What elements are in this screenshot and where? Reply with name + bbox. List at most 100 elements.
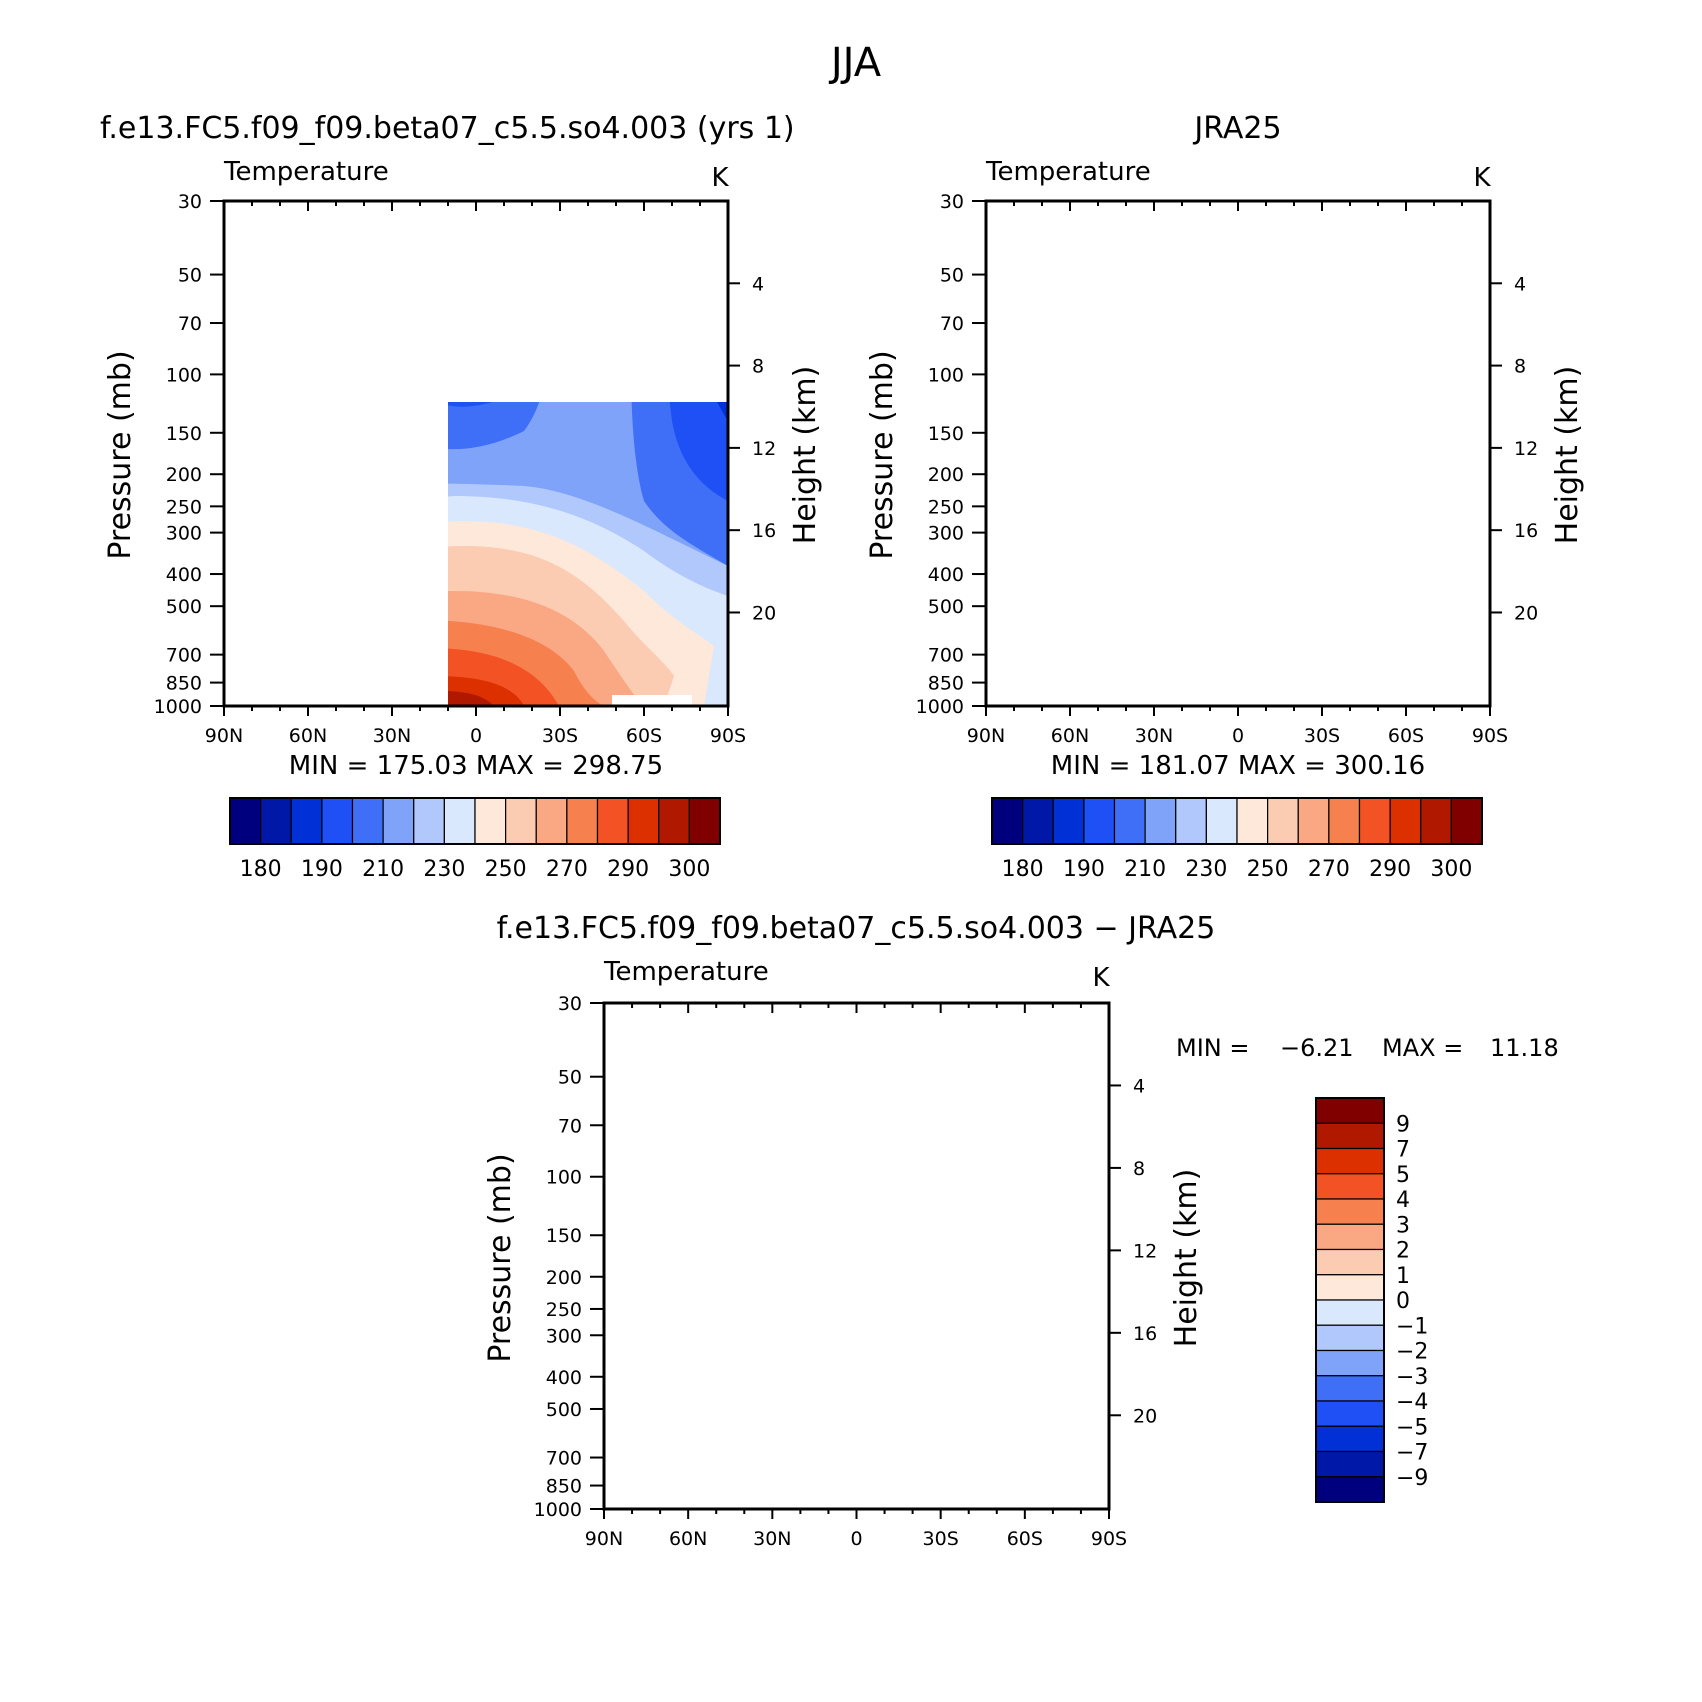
- diff-pos-upper: [604, 1003, 924, 1083]
- y-right-tick-label: 4: [1133, 1075, 1145, 1097]
- x-tick-label: 0: [1232, 725, 1244, 747]
- jra-band-200: [1172, 327, 1290, 388]
- colorbar-swatch: [1389, 797, 1422, 845]
- colorbar-swatch: [1315, 1198, 1385, 1225]
- panel-model-ylabel: Pressure (mb): [103, 350, 138, 559]
- y-tick-label: 300: [546, 1325, 582, 1347]
- diff-pos-surface-4: [1049, 1445, 1094, 1498]
- colorbar-label: 0: [1396, 1289, 1410, 1314]
- colorbar-swatch: [474, 797, 507, 845]
- colorbar-swatch: [1315, 1274, 1385, 1301]
- colorbar-swatch: [1358, 797, 1391, 845]
- diff-pos-60s-7: [1009, 1003, 1044, 1088]
- colorbar-swatch: [1315, 1147, 1385, 1175]
- colorbar-label: 9: [1396, 1112, 1410, 1137]
- colorbar-label: 190: [1063, 857, 1105, 882]
- diff-pos-left: [604, 1127, 727, 1253]
- y-tick-label: 500: [166, 596, 202, 618]
- diff-pos-1to2-a: [604, 1003, 654, 1028]
- y-right-tick-label: 8: [1514, 356, 1526, 378]
- y-tick-label: 250: [546, 1299, 582, 1321]
- panel-difference-title: f.e13.FC5.f09_f09.beta07_c5.5.so4.003 − …: [497, 911, 1216, 946]
- y-right-tick-label: 12: [1133, 1240, 1157, 1262]
- panel-model: f.e13.FC5.f09_f09.beta07_c5.5.so4.003 (y…: [100, 111, 823, 882]
- colorbar-swatch: [1315, 1122, 1385, 1150]
- colorbar-swatch: [505, 797, 537, 845]
- panel-reanalysis-units: K: [1473, 163, 1491, 193]
- x-tick-label: 90N: [205, 725, 243, 747]
- colorbar-swatch: [351, 797, 384, 845]
- diff-pos-surface-edge: [1094, 1403, 1109, 1509]
- panel-reanalysis-variable: Temperature: [985, 157, 1151, 187]
- y-tick-label: 30: [940, 191, 964, 213]
- colorbar-swatch: [1315, 1173, 1385, 1200]
- x-tick-label: 30N: [753, 1528, 791, 1550]
- y-tick-label: 70: [558, 1115, 582, 1137]
- y-tick-label: 30: [178, 191, 202, 213]
- colorbar-label: −5: [1396, 1415, 1428, 1440]
- x-tick-label: 30S: [923, 1528, 959, 1550]
- diff-neg-2-lower: [882, 1346, 977, 1435]
- diff-pos-left2: [604, 1328, 659, 1370]
- panel-difference-ylabel: Pressure (mb): [483, 1153, 518, 1362]
- colorbar-frame: [991, 797, 1483, 845]
- panel-model-title: f.e13.FC5.f09_f09.beta07_c5.5.so4.003 (y…: [100, 111, 795, 146]
- colorbar-swatch: [1315, 1248, 1385, 1276]
- colorbar-swatch: [413, 797, 445, 845]
- panel-difference-units: K: [1092, 963, 1110, 993]
- y-right-tick-label: 16: [752, 520, 776, 542]
- y-tick-label: 300: [166, 523, 202, 545]
- panel-difference-axes: 90N 60N 30N 0 30S 60S 90S 30 50 70 100 150 200 250 300…: [534, 993, 1158, 1550]
- colorbar-label: 210: [1124, 857, 1166, 882]
- x-tick-label: 60N: [289, 725, 327, 747]
- model-band-south-190: [717, 402, 728, 421]
- model-missing-surface: [612, 695, 692, 706]
- diff-neg-south-1: [1063, 1003, 1109, 1323]
- y-tick-label: 150: [166, 423, 202, 445]
- x-tick-label: 90N: [585, 1528, 623, 1550]
- y-right-tick-label: 20: [752, 602, 776, 624]
- y-tick-label: 400: [546, 1367, 582, 1389]
- y-tick-label: 200: [546, 1267, 582, 1289]
- diff-pos-60s-1: [959, 1003, 1074, 1248]
- y-tick-label: 30: [558, 993, 582, 1015]
- x-tick-label: 60N: [669, 1528, 707, 1550]
- diff-pos-bottom: [604, 1467, 664, 1509]
- jra-band-south-190: [1451, 201, 1490, 361]
- x-tick-label: 0: [850, 1528, 862, 1550]
- figure-title: JJA: [828, 40, 882, 86]
- y-tick-label: 850: [166, 673, 202, 695]
- colorbar-swatch: [566, 797, 599, 845]
- colorbar-label: −1: [1396, 1314, 1428, 1339]
- y-tick-label: 250: [928, 496, 964, 518]
- panel-model-field: [448, 201, 728, 706]
- colorbar-swatch: [1267, 797, 1299, 845]
- colorbar-swatch: [1083, 797, 1116, 845]
- panel-difference-min-label: MIN =: [1176, 1034, 1249, 1062]
- y-right-tick-label: 8: [752, 356, 764, 378]
- y-tick-label: 100: [166, 364, 202, 386]
- colorbar-swatch: [1315, 1476, 1385, 1503]
- panel-difference-min-value: −6.21: [1280, 1034, 1354, 1062]
- panel-reanalysis-frame: [984, 199, 1492, 708]
- model-band-south-200: [669, 402, 728, 501]
- panel-difference-variable: Temperature: [603, 957, 769, 987]
- colorbar-swatch: [1315, 1097, 1385, 1124]
- y-right-tick-label: 12: [1514, 438, 1538, 460]
- colorbar-swatch: [321, 797, 354, 845]
- jra-band-290: [1036, 646, 1311, 706]
- diff-neg-1-lower: [604, 1250, 1014, 1509]
- colorbar-label: 290: [1369, 857, 1411, 882]
- colorbar-label: −7: [1396, 1441, 1428, 1466]
- diff-neg-2-center: [744, 1086, 966, 1311]
- y-tick-label: 500: [546, 1399, 582, 1421]
- model-band-south-180: [716, 201, 728, 271]
- panel-difference-frame: [602, 1001, 1111, 1511]
- model-band-210: [448, 402, 540, 450]
- colorbar-label: −4: [1396, 1390, 1428, 1415]
- colorbar-swatch: [1450, 797, 1483, 845]
- y-tick-label: 400: [928, 564, 964, 586]
- colorbar-label: 270: [546, 857, 588, 882]
- diff-neg-south-5: [1089, 1218, 1109, 1288]
